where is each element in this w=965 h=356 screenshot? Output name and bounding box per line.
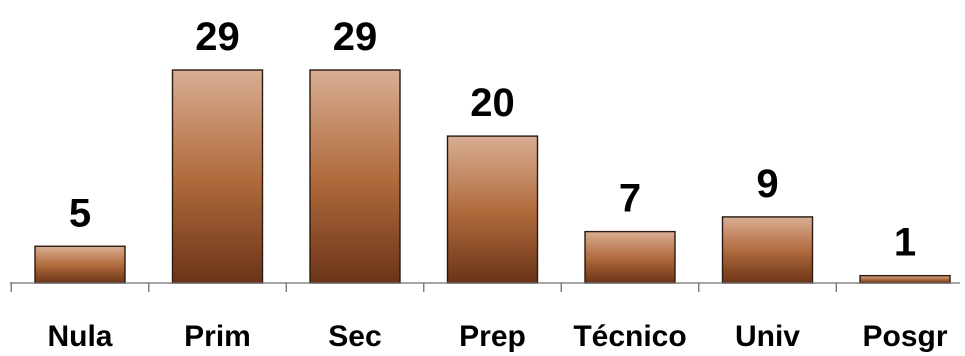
value-label-univ: 9 [756,162,778,206]
category-label-técnico: Técnico [573,320,686,353]
value-labels-group: 5 29 29 20 7 9 1 [69,15,916,265]
bars-group [34,69,951,284]
value-label-prep: 20 [470,81,515,125]
category-label-prim: Prim [184,320,251,353]
value-label-posgr: 1 [894,221,916,265]
bar-sec [309,69,401,284]
value-label-sec: 29 [333,15,378,59]
category-label-sec: Sec [328,320,381,353]
category-labels-group: Nula Prim Sec Prep Técnico Univ Posgr [47,320,947,353]
bar-técnico [584,230,676,284]
value-label-técnico: 7 [619,177,641,221]
value-label-prim: 29 [195,15,240,59]
x-axis-ticks [10,283,837,292]
category-label-nula: Nula [47,320,112,353]
value-label-nula: 5 [69,191,91,235]
bar-posgr [859,274,951,284]
bar-nula [34,245,126,284]
category-label-univ: Univ [735,320,800,353]
bar-univ [721,216,814,284]
bar-prim [171,69,264,284]
bar-prep [446,135,539,284]
category-label-prep: Prep [459,320,526,353]
category-label-posgr: Posgr [862,320,947,353]
